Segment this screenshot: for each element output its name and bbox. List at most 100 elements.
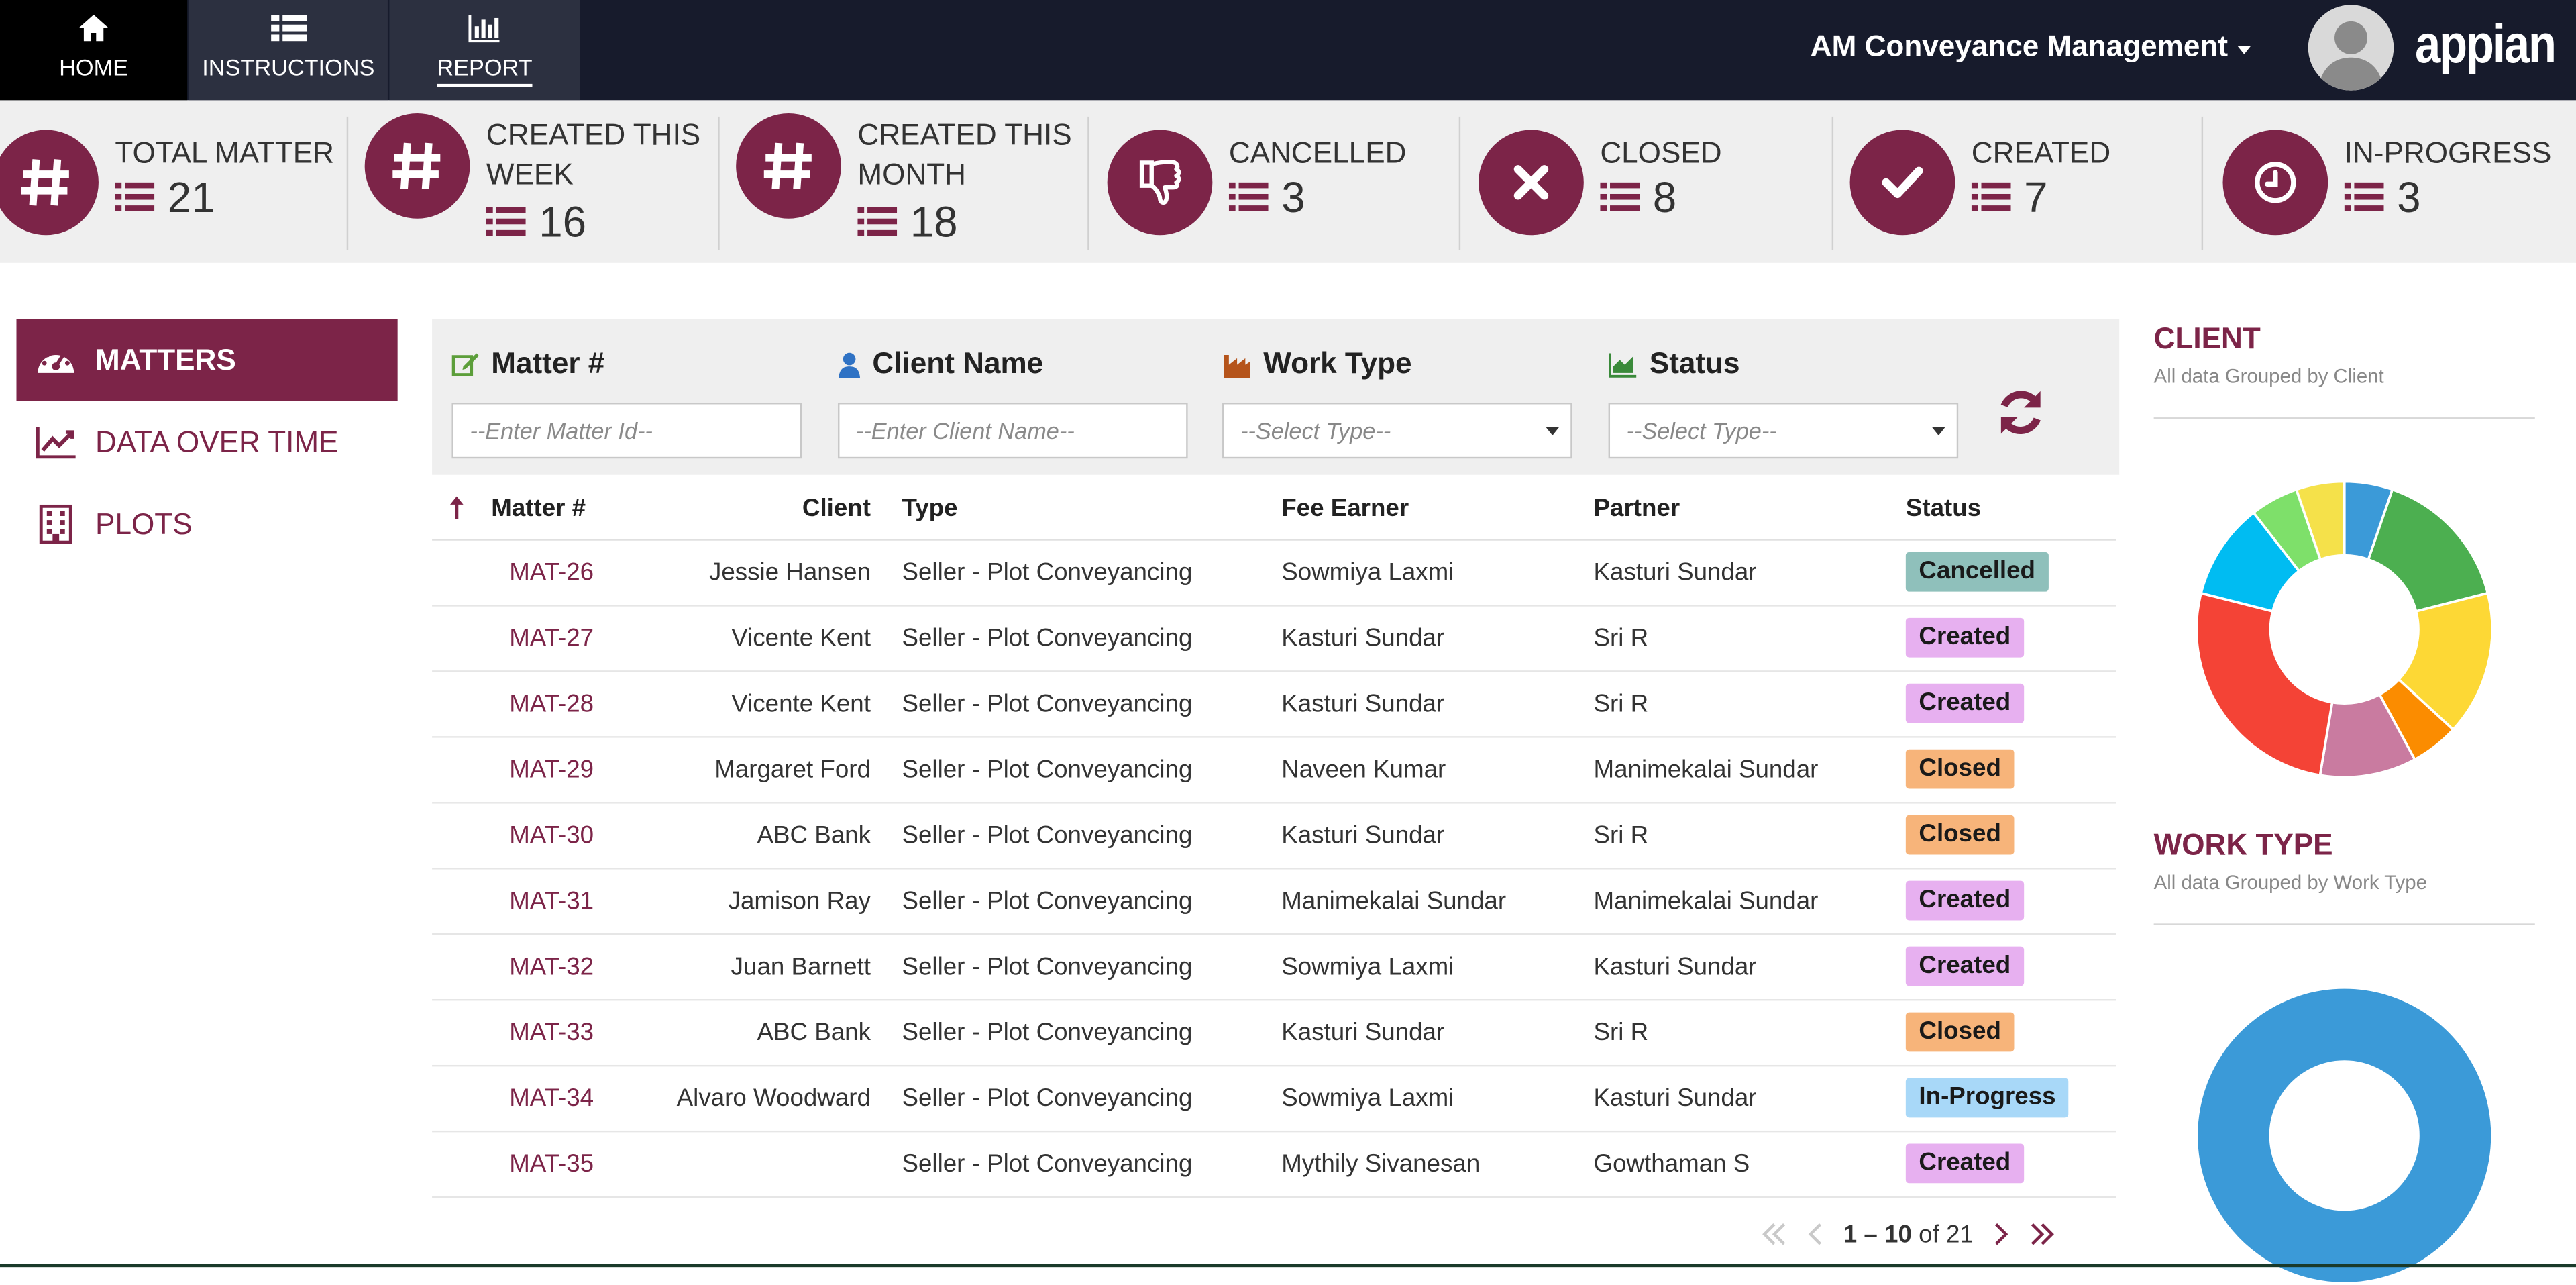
kpi-value: 3 <box>2397 172 2421 222</box>
kpi-label: CREATED THIS WEEK <box>486 118 701 191</box>
column-header-fee-earner[interactable]: Fee Earner <box>1281 493 1409 522</box>
nav-tab-report-label: REPORT <box>437 54 533 87</box>
kpi-value-wrap: 16 <box>486 197 586 246</box>
type-cell: Seller - Plot Conveyancing <box>902 1018 1193 1046</box>
hash-icon <box>0 130 99 236</box>
filter-label: Client Name <box>872 346 1044 380</box>
donut-slice[interactable] <box>2195 986 2493 1285</box>
kpi-label: TOTAL MATTER <box>115 136 334 170</box>
matter-link[interactable]: MAT-26 <box>509 558 594 586</box>
status-badge: In-Progress <box>1905 1078 2070 1118</box>
top-navigation-bar: HOME INSTRUCTIONS REPORT AM Conveyance M… <box>0 0 2576 101</box>
fee-earner-cell: Kasturi Sundar <box>1281 1018 1445 1046</box>
sort-ascending-icon[interactable] <box>440 476 473 539</box>
fee-earner-cell: Kasturi Sundar <box>1281 689 1445 717</box>
kpi-label: CREATED THIS MONTH <box>857 118 1072 191</box>
partner-cell: Manimekalai Sundar <box>1593 755 1819 783</box>
client-cell: Vicente Kent <box>731 689 871 717</box>
matter-link[interactable]: MAT-27 <box>509 623 594 652</box>
table-row: MAT-34 Alvaro Woodward Seller - Plot Con… <box>432 1065 2116 1133</box>
filter-client-heading: Client Name <box>838 347 1043 381</box>
nav-tab-report[interactable]: REPORT <box>389 0 580 101</box>
building-icon <box>16 504 95 544</box>
sidebar-item-plots[interactable]: PLOTS <box>16 483 397 565</box>
status-cell: Closed <box>1905 999 2103 1065</box>
area-chart-icon <box>1609 352 1637 377</box>
divider <box>1087 116 1089 250</box>
matter-link[interactable]: MAT-32 <box>509 952 594 980</box>
type-cell: Seller - Plot Conveyancing <box>902 1149 1193 1178</box>
matter-link[interactable]: MAT-28 <box>509 689 594 717</box>
client-name-input[interactable] <box>837 403 1188 459</box>
kpi-created: CREATED 7 <box>1849 100 2220 262</box>
industry-icon <box>1224 354 1250 378</box>
filter-matter-heading: Matter # <box>451 347 604 381</box>
pagination: 1 – 10 of 21 <box>1761 1216 2055 1252</box>
client-cell: Jessie Hansen <box>709 558 871 586</box>
clock-icon <box>2222 130 2328 236</box>
donut-slice[interactable] <box>2397 591 2493 731</box>
table-row: MAT-26 Jessie Hansen Seller - Plot Conve… <box>432 539 2116 607</box>
column-header-partner[interactable]: Partner <box>1593 493 1680 522</box>
donut-slice[interactable] <box>2367 488 2489 613</box>
nav-tab-home[interactable]: HOME <box>0 0 188 101</box>
table-row: MAT-28 Vicente Kent Seller - Plot Convey… <box>432 670 2116 738</box>
user-avatar[interactable] <box>2308 5 2394 91</box>
status-select[interactable]: --Select Type-- <box>1608 403 1959 459</box>
partner-cell: Kasturi Sundar <box>1593 558 1757 586</box>
refresh-button[interactable] <box>1993 384 2049 440</box>
work-type-select[interactable]: --Select Type-- <box>1222 403 1572 459</box>
previous-page-icon[interactable] <box>1807 1223 1823 1245</box>
kpi-created-this-week: CREATED THIS WEEK 16 <box>364 100 735 262</box>
table-row: MAT-30 ABC Bank Seller - Plot Conveyanci… <box>432 802 2116 870</box>
divider <box>2153 923 2535 925</box>
donut-slice[interactable] <box>2294 480 2346 562</box>
nav-tab-instructions[interactable]: INSTRUCTIONS <box>189 0 388 101</box>
column-header-type[interactable]: Type <box>902 493 958 522</box>
sidebar-item-data-over-time[interactable]: DATA OVER TIME <box>16 401 397 483</box>
sidebar-item-matters[interactable]: MATTERS <box>16 319 398 401</box>
column-header-status[interactable]: Status <box>1905 493 1982 522</box>
status-badge: Created <box>1905 880 2024 921</box>
type-cell: Seller - Plot Conveyancing <box>902 952 1193 980</box>
refresh-icon <box>2000 391 2041 435</box>
first-page-icon[interactable] <box>1761 1223 1787 1245</box>
filter-label: Status <box>1649 346 1740 380</box>
hash-icon <box>736 113 841 219</box>
app-switcher[interactable]: AM Conveyance Management <box>1811 30 2251 64</box>
chart-subtitle: All data Grouped by Client <box>2153 364 2384 388</box>
matter-link[interactable]: MAT-30 <box>509 821 594 849</box>
column-header-matter[interactable]: Matter # <box>491 493 586 522</box>
status-cell: In-Progress <box>1905 1065 2103 1131</box>
client-cell: Margaret Ford <box>714 755 871 783</box>
next-page-icon[interactable] <box>1993 1223 2009 1245</box>
status-badge: Created <box>1905 617 2024 658</box>
matter-link[interactable]: MAT-34 <box>509 1084 594 1112</box>
matter-id-input[interactable] <box>451 403 802 459</box>
table-row: MAT-29 Margaret Ford Seller - Plot Conve… <box>432 736 2116 804</box>
column-header-client[interactable]: Client <box>802 493 871 522</box>
matter-link[interactable]: MAT-29 <box>509 755 594 783</box>
chart-subtitle: All data Grouped by Work Type <box>2153 870 2427 894</box>
filter-panel: Matter # Client Name Work Type --Select … <box>432 319 2120 475</box>
divider <box>0 1264 2576 1268</box>
fee-earner-cell: Naveen Kumar <box>1281 755 1446 783</box>
partner-cell: Kasturi Sundar <box>1593 952 1757 980</box>
matter-link[interactable]: MAT-31 <box>509 886 594 915</box>
table-row: MAT-32 Juan Barnett Seller - Plot Convey… <box>432 933 2116 1001</box>
matter-link[interactable]: MAT-33 <box>509 1018 594 1046</box>
nav-tab-home-label: HOME <box>59 54 129 81</box>
kpi-closed: CLOSED 8 <box>1479 100 1848 262</box>
kpi-label: CANCELLED <box>1228 136 1407 170</box>
last-page-icon[interactable] <box>2029 1223 2055 1245</box>
client-cell <box>629 1131 871 1196</box>
donut-slice[interactable] <box>2195 591 2334 777</box>
sidebar-item-label: PLOTS <box>95 507 193 540</box>
matter-link[interactable]: MAT-35 <box>509 1149 594 1178</box>
table-row: MAT-35 Seller - Plot Conveyancing Mythil… <box>432 1131 2116 1198</box>
list-icon <box>115 182 155 211</box>
thumbs-down-icon <box>1107 130 1213 236</box>
type-cell: Seller - Plot Conveyancing <box>902 558 1193 586</box>
nav-tab-report-label-wrap: REPORT <box>389 54 580 87</box>
